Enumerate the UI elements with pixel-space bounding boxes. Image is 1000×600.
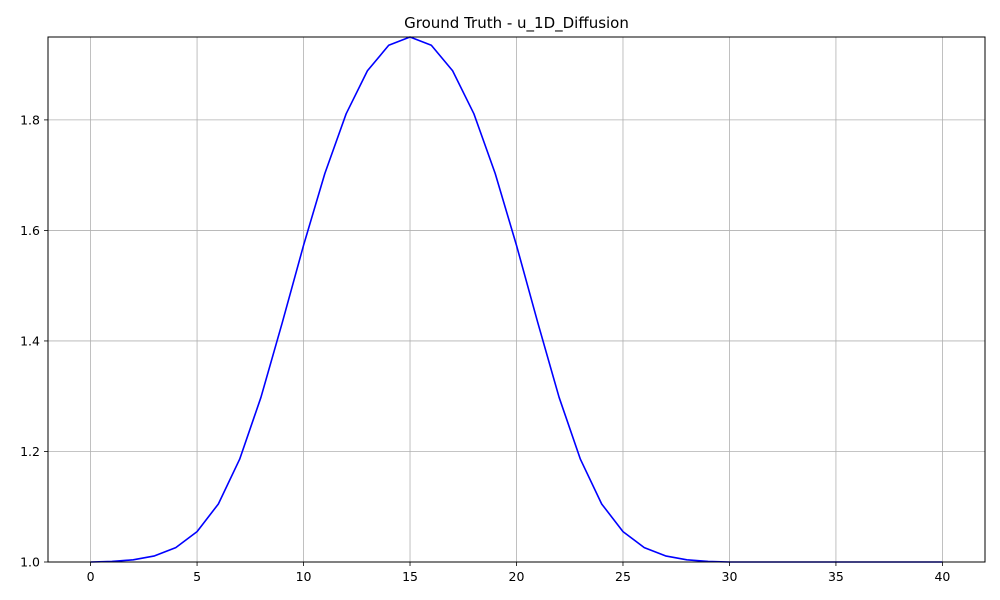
x-axis: 0 5 10 15 20 25 30 35 40	[87, 562, 950, 584]
x-tick-label: 40	[934, 569, 950, 584]
y-tick-label: 1.8	[20, 112, 40, 127]
x-tick-label: 30	[722, 569, 738, 584]
y-tick-label: 1.6	[20, 223, 40, 238]
y-tick-label: 1.2	[20, 444, 40, 459]
x-tick-label: 15	[402, 569, 418, 584]
x-tick-label: 20	[509, 569, 525, 584]
chart-title: Ground Truth - u_1D_Diffusion	[404, 14, 629, 33]
y-axis: 1.0 1.2 1.4 1.6 1.8	[20, 112, 48, 570]
x-tick-label: 10	[296, 569, 312, 584]
x-tick-label: 35	[828, 569, 844, 584]
y-tick-label: 1.4	[20, 333, 40, 348]
y-tick-label: 1.0	[20, 555, 40, 570]
x-tick-label: 0	[87, 569, 95, 584]
x-tick-label: 5	[193, 569, 201, 584]
x-tick-label: 25	[615, 569, 631, 584]
grid	[48, 37, 985, 563]
